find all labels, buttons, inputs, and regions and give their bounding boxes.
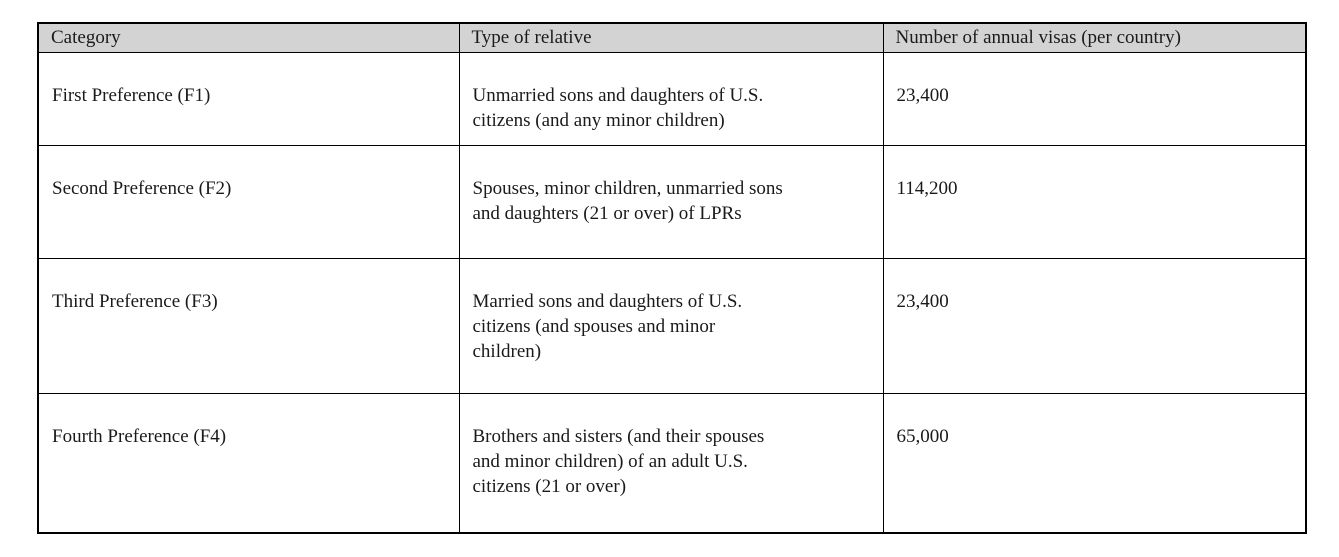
visas-cell: 23,400 [882, 52, 1307, 146]
table-row-f3: Third Preference (F3) Married sons and d… [37, 258, 1307, 394]
header-cell-visas: Number of annual visas (per country) [882, 22, 1307, 53]
category-cell: Second Preference (F2) [37, 145, 460, 259]
header-cell-relative: Type of relative [458, 22, 884, 53]
relative-cell: Married sons and daughters of U.S. citiz… [458, 258, 884, 394]
table-row-f1: First Preference (F1) Unmarried sons and… [37, 52, 1307, 146]
table-header-row: Category Type of relative Number of annu… [37, 22, 1307, 53]
table-row-f4: Fourth Preference (F4) Brothers and sist… [37, 393, 1307, 533]
relative-cell: Spouses, minor children, unmarried sons … [458, 145, 884, 259]
category-cell: Third Preference (F3) [37, 258, 460, 394]
category-cell: Fourth Preference (F4) [37, 393, 460, 533]
visas-cell: 23,400 [882, 258, 1307, 394]
visas-cell: 114,200 [882, 145, 1307, 259]
relative-cell: Unmarried sons and daughters of U.S. cit… [458, 52, 884, 146]
table-row-f2: Second Preference (F2) Spouses, minor ch… [37, 145, 1307, 259]
relative-cell: Brothers and sisters (and their spouses … [458, 393, 884, 533]
visas-cell: 65,000 [882, 393, 1307, 533]
header-cell-category: Category [37, 22, 460, 53]
visa-preferences-table: Category Type of relative Number of annu… [37, 22, 1307, 534]
category-cell: First Preference (F1) [37, 52, 460, 146]
